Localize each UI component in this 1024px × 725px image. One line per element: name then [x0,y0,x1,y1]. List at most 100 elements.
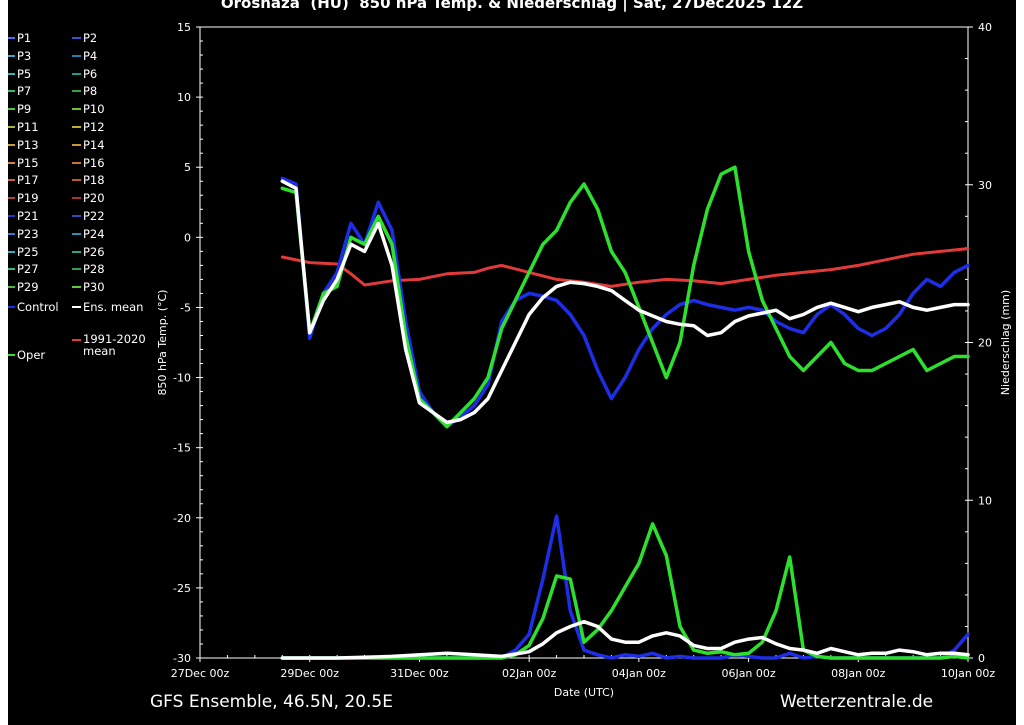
legend-label: P1 [17,31,32,45]
legend-swatch [72,143,81,146]
y-right-tick-label: 20 [978,337,992,350]
x-tick-label: 10Jan 00z [941,667,995,680]
legend-label: P14 [83,137,105,152]
y-right-axis-label: Niederschlag (mm) [999,290,1012,395]
y-left-tick-label: 5 [184,161,191,174]
y-left-axis-label: 850 hPa Temp. (°C) [156,290,169,396]
legend-label: P25 [17,244,39,259]
y-left-tick-label: -30 [173,652,191,665]
legend-label: P18 [83,173,105,188]
series-control-left [280,176,970,429]
series-ens-mean-right [280,619,970,660]
x-tick-label: 08Jan 00z [831,667,885,680]
legend-label: P22 [83,209,105,223]
legend-label: P4 [83,48,98,63]
legend-label: 1991-2020 mean [83,332,146,358]
legend-label: P8 [83,84,98,99]
series-oper-left [280,165,970,429]
legend-label: P24 [83,226,105,241]
legend-label: P29 [17,280,39,295]
legend-label: P27 [17,262,39,277]
y-left-tick-label: -20 [173,512,191,525]
x-axis-label: Date (UTC) [554,686,614,699]
plot-area [199,26,969,659]
legend-swatch [72,339,81,341]
legend-swatch [72,90,81,93]
x-tick-label: 02Jan 00z [502,667,556,680]
legend-swatch [6,354,15,356]
chart-title: Oroshaza (HU) 850 hPa Temp. & Niederschl… [220,0,804,12]
legend-swatch [6,72,15,75]
y-left-tick-label: -25 [173,582,191,595]
legend-swatch [6,108,15,111]
y-left-tick-label: -5 [180,301,191,314]
y-left-tick-label: 15 [177,21,191,34]
legend-label: P2 [83,31,98,45]
legend-swatch [72,126,81,128]
legend-swatch [72,250,81,253]
y-right-tick-label: 10 [978,494,992,507]
legend-swatch [6,54,15,57]
legend-swatch [72,232,81,235]
series-ens-mean-left [280,179,970,425]
legend-swatch [6,268,15,271]
legend-swatch [6,90,15,93]
legend-label: P16 [83,155,105,170]
legend-swatch [6,306,15,308]
left-border [0,0,8,725]
legend-swatch [72,179,81,182]
x-tick-label: 04Jan 00z [612,667,666,680]
x-tick-label: 06Jan 00z [721,667,775,680]
y-left-tick-label: -10 [173,372,191,385]
legend-label: P11 [17,120,39,134]
legend-label: P12 [83,120,105,134]
y-right-tick-label: 30 [978,179,992,192]
right-border [1016,0,1024,725]
legend-swatch [72,306,81,308]
legend-swatch [6,232,15,235]
legend-label: P21 [17,209,39,223]
legend-label: P10 [83,102,105,117]
legend-label: P6 [83,66,98,81]
legend-swatch [6,286,15,289]
legend-swatch [72,197,81,200]
legend-swatch [6,197,15,200]
legend-label: P13 [17,137,39,152]
legend-swatch [72,215,81,217]
legend-label: P9 [17,102,32,117]
legend-swatch [6,250,15,253]
legend-label: P5 [17,66,32,81]
legend-swatch [6,215,15,217]
footer-model-info: GFS Ensemble, 46.5N, 20.5E [150,692,393,712]
legend-swatch [72,268,81,271]
footer-site-name: Wetterzentrale.de [780,692,934,712]
legend-label: P28 [83,262,105,277]
legend-label: P19 [17,191,39,206]
legend-label: P23 [17,226,39,241]
legend-swatch [6,161,15,164]
legend-label: P20 [83,191,105,206]
legend-swatch [72,72,81,75]
legend-label: P7 [17,84,32,99]
legend-label: Ens. mean [83,300,144,314]
y-left-tick-label: -15 [173,442,191,455]
legend-label: P26 [83,244,105,259]
legend-swatch [6,37,15,39]
x-tick-label: 31Dec 00z [390,667,449,680]
y-right-tick-label: 0 [978,652,985,665]
series-1991-2020-mean-left [280,247,970,288]
legend-swatch [72,108,81,111]
legend-swatch [6,143,15,146]
legend-label: P3 [17,48,32,63]
x-tick-label: 27Dec 00z [171,667,230,680]
legend-swatch [72,286,81,289]
legend-label: P17 [17,173,39,188]
legend-swatch [6,126,15,128]
y-left-tick-label: 0 [184,231,191,244]
legend-label: P15 [17,155,39,170]
legend-swatch [6,179,15,182]
legend-label: Oper [17,348,46,362]
legend-swatch [72,161,81,164]
